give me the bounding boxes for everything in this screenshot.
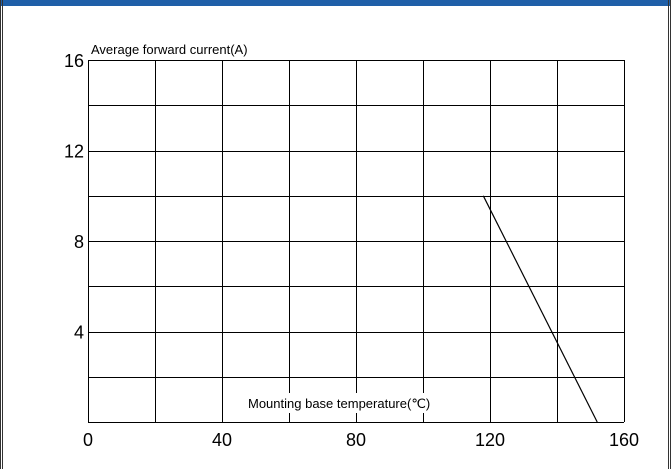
y-axis-title: Average forward current(A) [91,42,248,57]
tick-labels: 0 40 80 120 160 4 8 12 16 [64,51,639,450]
y-tick-label-3: 16 [64,51,84,71]
left-border [0,0,3,469]
xlabel-background [244,393,435,413]
y-tick-label-2: 12 [64,142,84,162]
x-tick-label-3: 120 [475,430,505,450]
top-accent-bar [0,0,671,6]
grid [88,60,625,423]
x-tick-label-4: 160 [609,430,639,450]
x-axis-title: Mounting base temperature(℃) [248,396,430,411]
series-line-0 [482,195,598,423]
y-tick-label-1: 8 [74,232,84,252]
x-tick-label-0: 0 [83,430,93,450]
x-tick-label-2: 80 [346,430,366,450]
x-tick-label-1: 40 [212,430,232,450]
y-tick-label-0: 4 [74,323,84,343]
series-layer [482,195,598,423]
